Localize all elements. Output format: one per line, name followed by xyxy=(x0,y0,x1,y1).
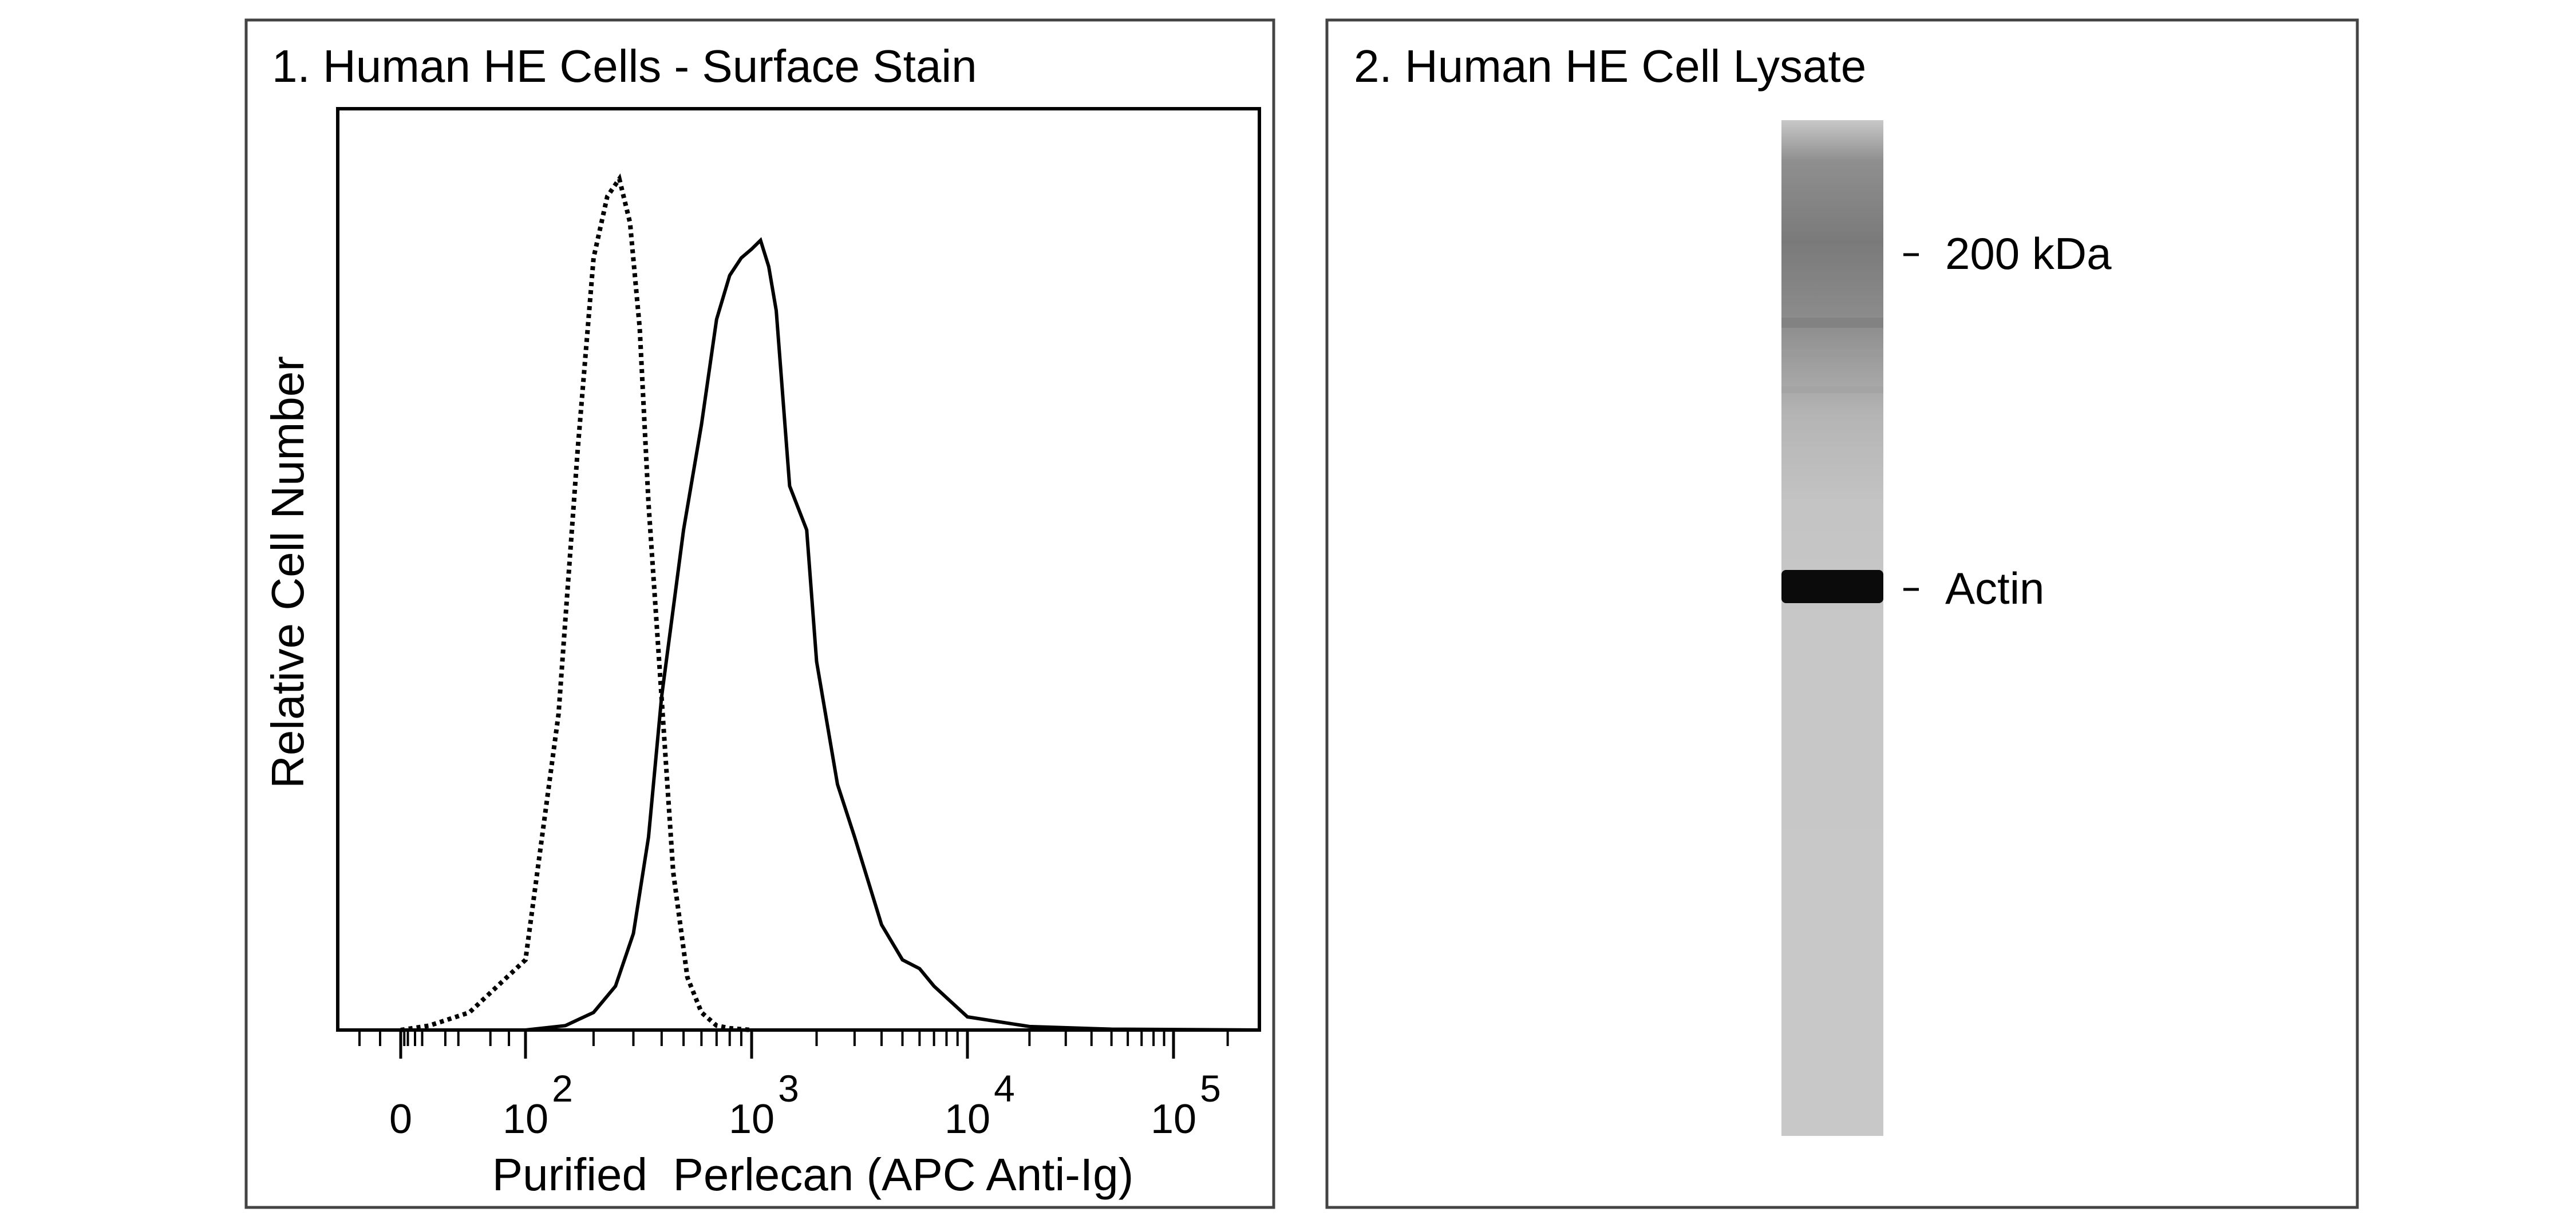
y-axis-label: Relative Cell Number xyxy=(262,356,313,789)
band-actin xyxy=(1781,570,1883,603)
x-tick-label: 0 xyxy=(389,1096,412,1142)
histogram-plot: 0 102 103 104 105 xyxy=(336,107,1261,1142)
panel-1-frame xyxy=(244,18,1275,1209)
band-faint-3 xyxy=(1781,386,1883,393)
band-faint-1 xyxy=(1781,318,1883,328)
x-axis-minor-ticks xyxy=(358,1030,1229,1046)
panel-1-title: 1. Human HE Cells - Surface Stain xyxy=(272,41,977,92)
blot-lane xyxy=(1781,120,1883,1136)
series-line-perlecan xyxy=(401,237,1260,1032)
x-axis-major-ticks xyxy=(399,1030,1175,1059)
x-tick-label: 104 xyxy=(945,1067,1015,1142)
marker-label-actin: Actin xyxy=(1945,563,2044,613)
series-line-control xyxy=(400,173,752,1032)
x-tick-label: 105 xyxy=(1151,1067,1221,1142)
panel-2: 2. Human HE Cell Lysate 200 kDa Actin xyxy=(1325,18,2359,1209)
panel-1: 1. Human HE Cells - Surface Stain 0 102 10… xyxy=(244,18,1275,1209)
x-axis-tick-labels: 0 102 103 104 105 xyxy=(389,1067,1221,1142)
x-tick-label: 102 xyxy=(503,1067,573,1142)
band-faint-2 xyxy=(1781,349,1883,357)
x-tick-label: 103 xyxy=(729,1067,799,1142)
marker-label-200kda: 200 kDa xyxy=(1945,228,2112,279)
blot-lane-background xyxy=(1781,120,1883,1136)
x-axis-label: Purified Perlecan (APC Anti-Ig) xyxy=(492,1149,1133,1200)
panel-2-frame xyxy=(1325,18,2359,1209)
panel-2-title: 2. Human HE Cell Lysate xyxy=(1354,41,1866,92)
plot-area-border xyxy=(336,107,1261,1032)
